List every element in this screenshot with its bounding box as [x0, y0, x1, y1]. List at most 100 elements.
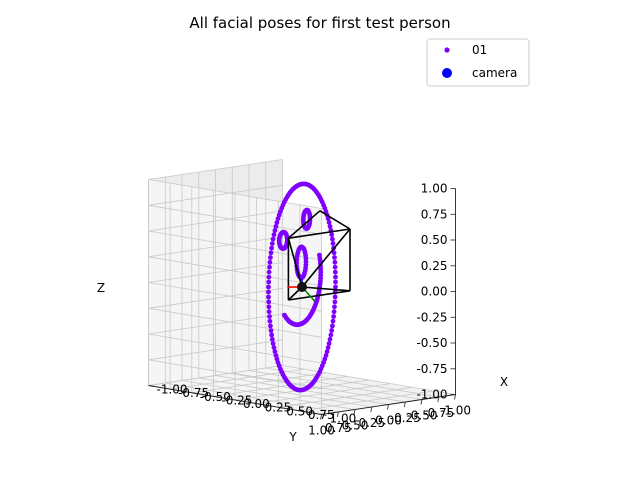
x-tick-label: 1.00 — [330, 412, 357, 426]
x-tick-mark — [148, 385, 154, 387]
y-tick-mark — [403, 401, 406, 408]
legend-frame — [426, 38, 530, 87]
point-01-face-outline — [267, 264, 272, 270]
gridline-z — [148, 236, 283, 258]
point-01-face-outline — [268, 255, 273, 260]
point-01-face-outline — [333, 284, 338, 290]
gridline-x — [256, 383, 391, 404]
gridline-y — [198, 377, 372, 408]
gridline-x — [299, 390, 434, 412]
x-tick-mark — [321, 414, 327, 416]
point-01-face-outline — [332, 255, 337, 260]
point-01-face-outline — [273, 353, 279, 358]
point-01-face-outline — [331, 314, 336, 319]
tick-labels: -1.00-1.00-1.00-0.75-0.75-0.75-0.50-0.50… — [157, 182, 472, 438]
y-tick-mark — [387, 404, 389, 410]
axis-lines — [148, 188, 456, 420]
legend: 01 camera — [426, 38, 530, 87]
gridline-z — [148, 184, 283, 206]
gridline-z — [148, 204, 322, 235]
x-tick-mark — [256, 403, 262, 405]
frustum-ray — [287, 237, 303, 288]
point-01-face-outline — [266, 304, 272, 310]
point-01-face-outline — [269, 241, 275, 247]
gridline-y — [181, 380, 356, 410]
y-tick-mark — [353, 409, 356, 415]
z-tick-label: 0.75 — [421, 207, 448, 221]
camera-point — [297, 282, 307, 292]
chart-title: All facial poses for first test person — [189, 14, 450, 32]
point-01-face-outline — [266, 299, 272, 305]
point-01-face-outline — [328, 332, 334, 338]
point-01-face-outline — [333, 279, 338, 285]
z-tick-label: 0.50 — [421, 233, 448, 247]
y-tick-label: 0.25 — [358, 416, 385, 430]
x-tick-label: 0.00 — [243, 397, 270, 411]
point-01-face-outline — [271, 345, 277, 350]
x-tick-label: 0.50 — [286, 404, 313, 418]
x-tick-mark — [299, 410, 305, 413]
point-01-face-outline — [269, 336, 275, 342]
point-01-face-outline — [274, 220, 280, 225]
point-01-face-outline — [332, 259, 338, 265]
point-01-face-outline — [267, 314, 272, 319]
point-01-face-outline — [269, 245, 274, 251]
y-tick-label: 0.75 — [325, 421, 352, 435]
point-01-face-outline — [266, 294, 271, 300]
y-tick-label: -1.00 — [440, 404, 471, 418]
frustum-roof — [287, 210, 321, 239]
point-01-face-outline — [274, 356, 280, 362]
y-tick-label: -0.25 — [390, 411, 421, 425]
x-tick-mark — [234, 399, 241, 402]
z-tick-label: 1.00 — [421, 182, 448, 196]
point-01-face-outline — [333, 274, 338, 280]
point-01-face-outline — [275, 216, 281, 222]
y-tick-label: 0.50 — [342, 419, 369, 433]
point-01-face-outline — [268, 250, 274, 256]
x-tick-label: -0.25 — [221, 393, 252, 407]
y-axis-label: Y — [288, 430, 297, 444]
point-01-face-outline — [325, 345, 331, 350]
x-tick-mark — [191, 392, 197, 395]
point-01-face-outline — [330, 236, 335, 242]
gridline-z — [148, 159, 283, 180]
z-tick-label: -0.75 — [416, 362, 447, 376]
gridline-z — [148, 210, 283, 232]
z-tick-label: 0.00 — [421, 285, 448, 299]
point-01-mouth — [282, 312, 287, 318]
x-axis-label: X — [500, 375, 508, 389]
x-tick-label: -0.50 — [200, 390, 231, 404]
x-tick-label: 0.75 — [308, 408, 335, 422]
point-01-face-outline — [324, 349, 330, 354]
y-tick-mark — [336, 411, 339, 418]
point-01-face-outline — [332, 304, 337, 310]
z-tick-label: 0.25 — [421, 259, 448, 273]
legend-label-camera: camera — [472, 66, 517, 80]
point-01-face-outline — [331, 309, 337, 315]
point-01-face-outline — [273, 224, 279, 229]
grid-lines — [148, 159, 456, 415]
point-01-face-outline — [268, 323, 273, 329]
y-tick-mark — [370, 406, 373, 413]
gridline-z — [148, 262, 283, 283]
point-01-face-outline — [332, 299, 338, 305]
point-01-face-outline — [332, 264, 338, 270]
gridline-x — [278, 386, 413, 408]
y-tick-label: 0.00 — [375, 414, 402, 428]
point-01-face-outline — [272, 228, 278, 233]
point-01-face-outline — [266, 269, 272, 275]
frustum-ray — [301, 286, 351, 292]
point-01-face-outline — [332, 294, 338, 300]
y-tick-mark — [454, 394, 456, 400]
gridline-z — [148, 256, 322, 287]
point-01-face-outline — [329, 232, 335, 238]
point-01-face-outline — [269, 332, 274, 338]
z-tick-label: -1.00 — [416, 388, 447, 402]
frustum-roof — [319, 210, 351, 230]
legend-marker-01 — [444, 47, 450, 53]
x-tick-label: 0.25 — [265, 401, 292, 415]
frustum-edge — [288, 290, 351, 301]
z-axis-label: Z — [97, 281, 105, 295]
z-tick-label: -0.50 — [416, 336, 447, 350]
point-01-face-outline — [330, 323, 335, 329]
